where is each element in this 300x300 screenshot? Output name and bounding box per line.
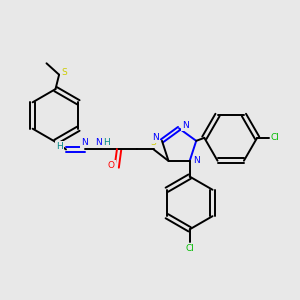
Text: S: S	[61, 68, 67, 77]
Text: S: S	[151, 138, 157, 147]
Text: N: N	[194, 157, 200, 166]
Text: N: N	[152, 133, 159, 142]
Text: N: N	[182, 121, 189, 130]
Text: H: H	[56, 142, 63, 151]
Text: H: H	[103, 138, 110, 147]
Text: N: N	[81, 138, 88, 147]
Text: Cl: Cl	[185, 244, 194, 253]
Text: Cl: Cl	[271, 133, 280, 142]
Text: N: N	[95, 138, 102, 147]
Text: O: O	[108, 161, 115, 170]
